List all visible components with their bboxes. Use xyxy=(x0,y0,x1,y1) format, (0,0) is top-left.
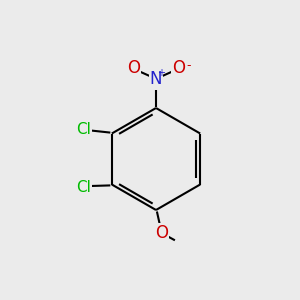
Text: O: O xyxy=(127,59,140,77)
Text: Cl: Cl xyxy=(76,122,91,136)
Text: N: N xyxy=(150,70,162,88)
Text: O: O xyxy=(155,224,168,242)
Text: Cl: Cl xyxy=(76,180,91,195)
Text: +: + xyxy=(158,68,165,79)
Text: O: O xyxy=(172,59,185,77)
Text: -: - xyxy=(186,58,191,72)
